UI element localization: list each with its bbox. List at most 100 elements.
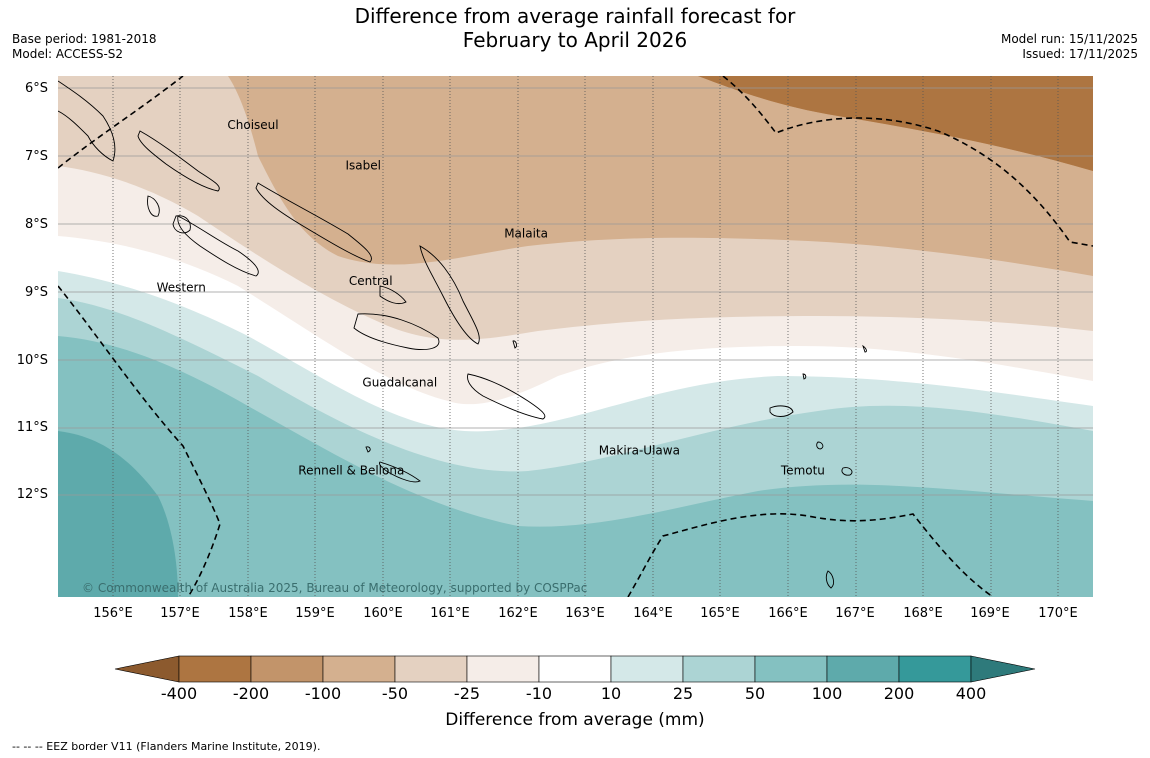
nggela-islands — [379, 285, 407, 305]
guadalcanal-island — [353, 313, 440, 350]
colorbar-extend-high — [970, 655, 1036, 683]
eez-border-north-east — [722, 76, 1093, 247]
title-line-1: Difference from average rainfall forecas… — [354, 4, 796, 28]
colorbar-label: 100 — [811, 684, 843, 703]
eez-footnote: -- -- -- EEZ border V11 (Flanders Marine… — [12, 740, 321, 753]
band-minus-50 — [58, 76, 1093, 276]
lat-gridlines — [58, 87, 1093, 496]
torres-islands — [825, 570, 835, 589]
colorbar-title: Difference from average (mm) — [445, 710, 705, 730]
band-100-200 — [58, 431, 178, 597]
colorbar-label: 50 — [744, 684, 766, 703]
colorbar-label: 10 — [600, 684, 622, 703]
colorbar-segment — [466, 655, 540, 683]
colorbar-label: -10 — [525, 684, 553, 703]
kolombangara-island — [172, 215, 191, 234]
colorbar-label: -400 — [160, 684, 198, 703]
lat-label: 7°S — [24, 149, 48, 164]
colorbar-segment — [322, 655, 396, 683]
lon-label: 170°E — [1038, 606, 1078, 621]
colorbar-label: -200 — [232, 684, 270, 703]
colorbar-extend-low — [114, 655, 180, 683]
region-label-malaita: Malaita — [504, 226, 548, 240]
lon-label: 162°E — [498, 606, 538, 621]
malaita-island — [419, 245, 480, 345]
lat-label: 12°S — [16, 487, 48, 502]
region-labels: Choiseul Isabel Malaita Western Central … — [157, 118, 825, 478]
bougainville-island — [58, 80, 116, 162]
colorbar-label: -100 — [304, 684, 342, 703]
copyright-notice: © Commonwealth of Australia 2025, Bureau… — [82, 581, 587, 595]
new-georgia-island — [177, 215, 259, 277]
lon-label: 156°E — [93, 606, 133, 621]
colorbar-label: 25 — [672, 684, 694, 703]
colorbar-label: 400 — [955, 684, 987, 703]
colorbar-segment — [394, 655, 468, 683]
makira-island — [467, 373, 546, 420]
colorbar-segment — [610, 655, 684, 683]
colorbar-label: -25 — [453, 684, 481, 703]
model-name: Model: ACCESS-S2 — [12, 47, 124, 61]
lon-label: 161°E — [430, 606, 470, 621]
base-period: Base period: 1981-2018 — [12, 32, 157, 46]
lon-label: 160°E — [363, 606, 403, 621]
band-50-100 — [58, 336, 1093, 597]
lat-label: 11°S — [16, 420, 48, 435]
lon-label: 163°E — [565, 606, 605, 621]
region-label-western: Western — [157, 281, 206, 295]
lat-label: 9°S — [24, 285, 48, 300]
lat-label: 6°S — [24, 81, 48, 96]
colorbar-segment — [682, 655, 756, 683]
lon-label: 157°E — [160, 606, 200, 621]
bellona-island — [365, 446, 371, 453]
colorbar-segment — [250, 655, 324, 683]
lat-label: 8°S — [24, 217, 48, 232]
region-label-makira-ulawa: Makira-Ulawa — [599, 443, 680, 457]
meta-left: Base period: 1981-2018 Model: ACCESS-S2 — [12, 32, 157, 62]
vella-lavella-island — [147, 195, 160, 217]
lon-label: 158°E — [228, 606, 268, 621]
lat-label: 10°S — [16, 353, 48, 368]
eez-borders — [58, 76, 1093, 597]
lon-label: 164°E — [633, 606, 673, 621]
colorbar-segment — [754, 655, 828, 683]
title-line-2: February to April 2026 — [462, 28, 688, 52]
colorbar-segment — [898, 655, 972, 683]
islands — [58, 80, 867, 589]
duff-islands — [862, 344, 867, 353]
map-title: Difference from average rainfall forecas… — [0, 4, 1150, 52]
colorbar-segment — [826, 655, 900, 683]
isabel-island — [255, 182, 372, 263]
colorbar-segment — [178, 655, 252, 683]
eez-border-south-east — [627, 513, 994, 597]
lon-label: 165°E — [700, 606, 740, 621]
lon-label: 169°E — [970, 606, 1010, 621]
eez-border-west — [58, 285, 221, 597]
lon-label: 168°E — [903, 606, 943, 621]
lon-label: 166°E — [768, 606, 808, 621]
ulawa-island — [512, 340, 517, 349]
issued-date: Issued: 17/11/2025 — [1022, 47, 1138, 61]
colorbar-label: -50 — [381, 684, 409, 703]
lon-label: 167°E — [835, 606, 875, 621]
region-label-central: Central — [349, 274, 393, 288]
region-label-temotu: Temotu — [780, 464, 825, 478]
choiseul-island — [137, 130, 220, 192]
region-label-rennell-bellona: Rennell & Bellona — [298, 464, 404, 478]
band-minus-200 — [698, 76, 1093, 171]
lon-label: 159°E — [295, 606, 335, 621]
eez-border-north-west — [58, 76, 184, 169]
region-label-isabel: Isabel — [346, 159, 381, 173]
rainfall-map: Choiseul Isabel Malaita Western Central … — [58, 76, 1093, 597]
reef-islands — [802, 373, 807, 380]
region-label-guadalcanal: Guadalcanal — [362, 376, 437, 390]
colorbar-segments — [114, 655, 1036, 683]
utupua-island — [816, 441, 824, 450]
meta-right: Model run: 15/11/2025 Issued: 17/11/2025 — [1001, 32, 1138, 62]
santa-cruz-island — [769, 405, 794, 417]
vanikoro-island — [841, 467, 853, 476]
region-label-choiseul: Choiseul — [227, 118, 278, 132]
colorbar-label: 200 — [883, 684, 915, 703]
rennell-island — [379, 461, 421, 483]
colorbar-segment — [538, 655, 612, 683]
